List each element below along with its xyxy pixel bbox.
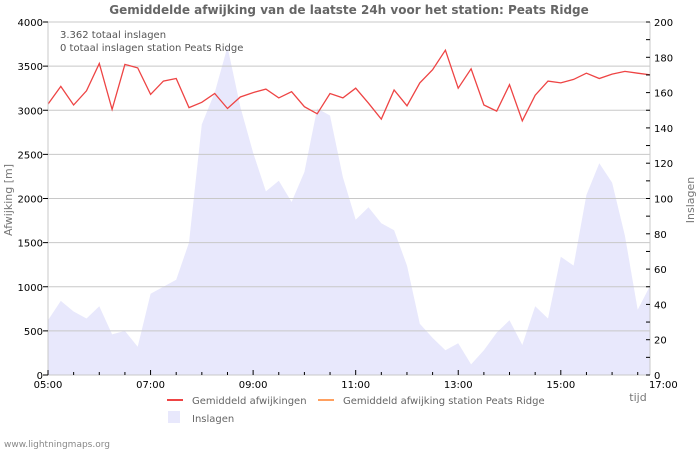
x-tick-label: 09:00 [239, 380, 268, 391]
y2-tick-label: 200 [654, 18, 673, 29]
y2-tick-label: 140 [654, 124, 673, 135]
y2-axis-label: Inslagen [684, 177, 697, 223]
y2-tick-label: 20 [654, 336, 667, 347]
y-tick-label: 3500 [18, 62, 43, 73]
x-tick-label: 15:00 [546, 380, 575, 391]
total-strikes-note: 3.362 totaal inslagen [60, 30, 166, 41]
y2-axis-ticks: 0 20 40 60 80 100 120 140 160 180 200 [646, 18, 673, 382]
credit-link[interactable]: www.lightningmaps.org [4, 440, 110, 450]
y2-tick-label: 40 [654, 300, 667, 311]
y2-tick-label: 100 [654, 195, 673, 206]
y-axis-label: Afwijking [m] [2, 164, 15, 236]
y2-tick-label: 160 [654, 89, 673, 100]
x-axis-label: tijd [629, 391, 646, 404]
afwijking-line [47, 48, 651, 123]
inslagen-area [48, 46, 651, 375]
y2-tick-label: 60 [654, 265, 667, 276]
x-axis-ticks: 05:0007:0009:0011:0013:0015:0017:0019:00… [34, 370, 678, 391]
x-tick-label: 13:00 [444, 380, 473, 391]
y-tick-label: 1000 [18, 283, 43, 294]
legend-label: Gemiddeld afwijking station Peats Ridge [343, 396, 545, 407]
chart-title: Gemiddelde afwijking van de laatste 24h … [109, 3, 589, 17]
y-tick-label: 1500 [18, 239, 43, 250]
x-tick-label: 05:00 [34, 380, 63, 391]
gridlines [48, 21, 650, 332]
y-tick-label: 4000 [18, 18, 43, 29]
legend-area-icon [168, 411, 180, 423]
legend-item-inslagen[interactable]: Inslagen [168, 411, 234, 425]
y2-tick-label: 80 [654, 230, 667, 241]
x-tick-label: 07:00 [136, 380, 165, 391]
legend-label: Inslagen [192, 414, 234, 425]
y2-tick-label: 0 [654, 371, 660, 382]
y-axis-ticks: 0 500 1000 1500 2000 2500 3000 3500 4000 [18, 18, 48, 382]
x-tick-label: 17:00 [649, 380, 678, 391]
legend-item-afwijkingen[interactable]: Gemiddeld afwijkingen [167, 396, 307, 407]
y-tick-label: 0 [37, 371, 43, 382]
y-tick-label: 500 [24, 327, 43, 338]
legend-item-station-afwijking[interactable]: Gemiddeld afwijking station Peats Ridge [318, 396, 545, 407]
y2-tick-label: 120 [654, 159, 673, 170]
y-tick-label: 3000 [18, 106, 43, 117]
y-tick-label: 2500 [18, 150, 43, 161]
x-tick-label: 11:00 [341, 380, 370, 391]
y-tick-label: 2000 [18, 195, 43, 206]
legend: Gemiddeld afwijkingen Gemiddeld afwijkin… [167, 396, 545, 425]
legend-label: Gemiddeld afwijkingen [192, 396, 307, 407]
station-strikes-note: 0 totaal inslagen station Peats Ridge [60, 43, 243, 54]
y2-tick-label: 180 [654, 53, 673, 64]
